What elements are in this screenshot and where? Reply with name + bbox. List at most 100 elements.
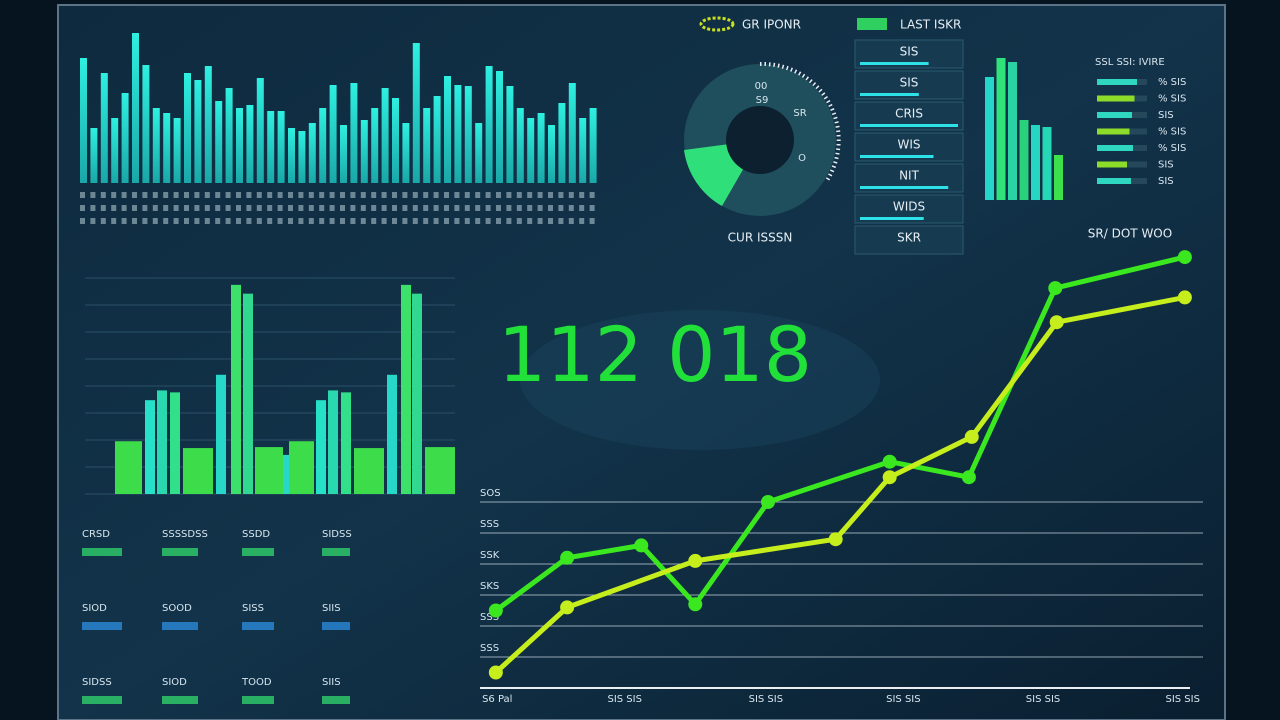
- label-stub: [319, 218, 325, 224]
- label-stub: [204, 218, 210, 224]
- label-stub: [142, 218, 148, 224]
- label-stub: [464, 205, 470, 211]
- list-label: SIS: [900, 76, 919, 90]
- label-stub: [412, 192, 418, 198]
- list-label: CRIS: [895, 107, 923, 121]
- gauge-inner: S9: [756, 95, 769, 106]
- label-stub: [142, 192, 148, 198]
- bar: [145, 400, 155, 494]
- label-stub: [329, 205, 335, 211]
- label-stub: [236, 205, 241, 211]
- list-label: SKR: [897, 231, 921, 245]
- point: [882, 454, 897, 469]
- label-stub: [173, 205, 179, 211]
- bar: [328, 390, 338, 494]
- row-value: % SIS: [1158, 127, 1186, 138]
- label-stub: [152, 192, 158, 198]
- bar: [496, 71, 503, 183]
- point: [964, 429, 979, 444]
- label-stub: [454, 205, 460, 211]
- bar: [225, 88, 233, 183]
- gauge-inner: O: [798, 153, 806, 164]
- list-fill: [860, 186, 949, 189]
- label-stub: [184, 218, 189, 224]
- bar: [111, 118, 119, 183]
- list-icon: [857, 18, 887, 30]
- label-stub: [204, 205, 210, 211]
- label-stub: [516, 192, 522, 198]
- row-fill: [1097, 178, 1131, 184]
- row-value: % SIS: [1158, 143, 1186, 154]
- bar: [115, 441, 142, 494]
- label-stub: [90, 192, 96, 198]
- list-label: WIDS: [893, 200, 925, 214]
- label-stub: [256, 218, 262, 224]
- bar: [255, 447, 283, 494]
- label-stub: [308, 192, 314, 198]
- bar: [329, 85, 337, 183]
- bar: [163, 113, 171, 183]
- label-stub: [527, 218, 533, 224]
- label-stub: [340, 218, 345, 224]
- label-stub: [256, 205, 262, 211]
- label-stub: [485, 218, 491, 224]
- label-stub: [464, 218, 470, 224]
- bar: [412, 293, 422, 494]
- bar: [132, 33, 139, 183]
- point: [488, 665, 503, 680]
- label-stub: [319, 192, 325, 198]
- bar: [319, 108, 327, 183]
- bar: [183, 448, 213, 494]
- gauge-label: CUR ISSSN: [728, 231, 793, 245]
- point: [688, 553, 703, 568]
- point: [1048, 281, 1063, 296]
- label-stub: [589, 205, 595, 211]
- mini-label: SISS: [242, 603, 264, 614]
- label-stub: [516, 205, 522, 211]
- label-stub: [537, 205, 543, 211]
- bar: [340, 125, 347, 183]
- label-stub: [277, 218, 283, 224]
- label-stub: [288, 218, 293, 224]
- bar: [454, 85, 462, 183]
- label-stub: [111, 192, 117, 198]
- label-stub: [298, 192, 304, 198]
- label-stub: [100, 205, 106, 211]
- label-stub: [475, 205, 481, 211]
- label-stub: [360, 192, 366, 198]
- mini-label: SOOD: [162, 603, 192, 614]
- label-stub: [444, 192, 449, 198]
- bar: [298, 131, 306, 183]
- bar: [100, 73, 108, 183]
- label-stub: [152, 205, 158, 211]
- bar: [485, 66, 493, 183]
- right-footer: SR/ DOT WOO: [1088, 227, 1172, 241]
- label-stub: [485, 192, 491, 198]
- mini-label: SIIS: [322, 677, 341, 688]
- label-stub: [496, 218, 501, 224]
- label-stub: [329, 218, 335, 224]
- label-stub: [132, 205, 137, 211]
- label-stub: [173, 218, 179, 224]
- label-stub: [121, 205, 127, 211]
- gauge-inner: SR: [793, 108, 806, 119]
- label-stub: [475, 192, 481, 198]
- bar: [350, 83, 358, 183]
- list-label: NIT: [899, 169, 920, 183]
- gauge-ticks: [759, 61, 841, 184]
- bar: [170, 392, 180, 494]
- label-stub: [454, 218, 460, 224]
- label-stub: [111, 218, 117, 224]
- bar: [568, 83, 576, 183]
- label-stub: [537, 218, 543, 224]
- label-stub: [329, 192, 335, 198]
- label-stub: [579, 205, 585, 211]
- bar: [194, 80, 202, 183]
- label-stub: [111, 205, 117, 211]
- mini-label: SIIS: [322, 603, 341, 614]
- label-stub: [267, 192, 273, 198]
- bar: [985, 77, 994, 200]
- bar: [558, 103, 566, 183]
- label-stub: [579, 218, 585, 224]
